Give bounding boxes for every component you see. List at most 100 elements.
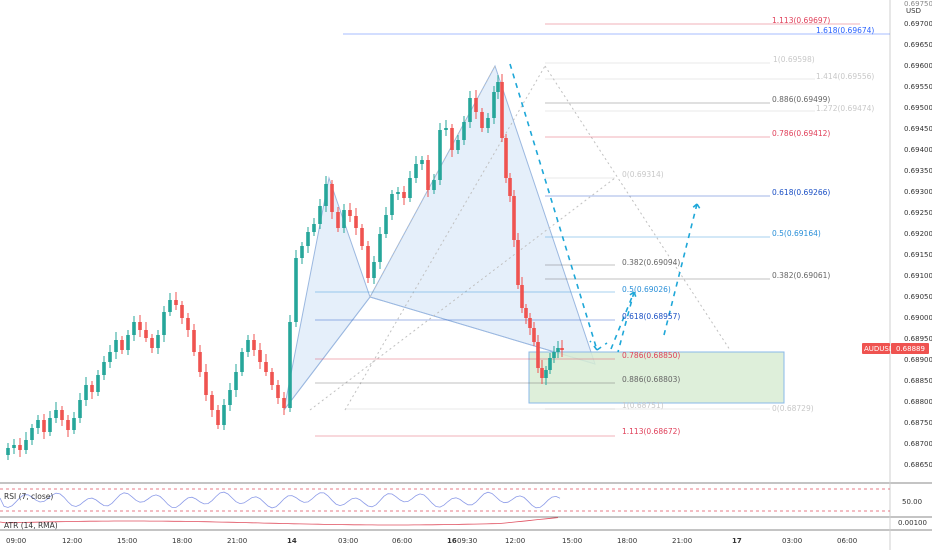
rsi-pane[interactable]: RSI (7, close) 50.00 <box>0 488 922 512</box>
fib-label-0-mid: 0(0.69314) <box>622 170 664 179</box>
price-tick: 0.69300 <box>904 188 932 196</box>
time-tick: 18:00 <box>172 537 192 545</box>
time-tick: 09:30 <box>457 537 477 545</box>
time-tick: 12:00 <box>505 537 525 545</box>
candle-body <box>66 420 70 430</box>
time-tick: 21:00 <box>672 537 692 545</box>
candle-body <box>372 262 376 278</box>
atr-pane[interactable]: ATR (14, RMA) 0.00100 <box>0 517 927 530</box>
candle-body <box>474 98 478 112</box>
candle-body <box>48 418 52 432</box>
fib-labels: 1.113(0.69697) 1.618(0.69674) 1(0.69598)… <box>622 16 874 436</box>
symbol-tag-bg <box>862 343 890 354</box>
fib-label-0618-right: 0.618(0.69266) <box>772 188 830 197</box>
candle-body <box>536 342 540 368</box>
time-tick: 03:00 <box>338 537 358 545</box>
rsi-line <box>0 491 561 509</box>
candle-body <box>528 318 532 328</box>
price-tag-bg <box>891 343 929 354</box>
candle-body <box>114 340 118 352</box>
time-tick: 09:00 <box>6 537 26 545</box>
projection-retrace <box>617 291 635 353</box>
atr-value: 0.00100 <box>898 519 927 527</box>
candle-body <box>192 330 196 352</box>
candle-body <box>390 194 394 215</box>
candle-body <box>336 212 340 228</box>
fib-label-0618-mid: 0.618(0.68957) <box>622 312 680 321</box>
fib-label-0-low: 0(0.68729) <box>772 404 814 413</box>
candle-body <box>548 358 552 370</box>
candle-body <box>294 258 298 322</box>
candle-body <box>462 122 466 140</box>
candle-body <box>288 322 292 408</box>
fib-label-05-mid: 0.5(0.69026) <box>622 285 671 294</box>
candle-body <box>300 246 304 258</box>
symbol-tag-text: AUDUSD <box>864 345 894 353</box>
fib-label-1272: 1.272(0.69474) <box>816 104 874 113</box>
fib-label-0786-top: 0.786(0.69412) <box>772 129 830 138</box>
time-tick: 15:00 <box>562 537 582 545</box>
candle-body <box>18 445 22 450</box>
price-tick: 0.69100 <box>904 272 932 280</box>
fib-label-05-right: 0.5(0.69164) <box>772 229 821 238</box>
time-tick: 15:00 <box>117 537 137 545</box>
candle-body <box>198 352 202 372</box>
candle-body <box>78 400 82 418</box>
candle-body <box>246 340 250 352</box>
projection-arrows[interactable] <box>509 63 703 353</box>
candle-body <box>324 184 328 206</box>
harmonic-leg-xb <box>283 296 371 411</box>
candle-body <box>360 228 364 246</box>
construction-line-1 <box>309 177 616 411</box>
candle-body <box>240 352 244 372</box>
candle-body <box>366 246 370 278</box>
candle-body <box>330 184 334 212</box>
projection-arrowhead-1b <box>589 340 598 351</box>
price-tick: 0.69550 <box>904 83 932 91</box>
candle-body <box>450 128 454 150</box>
candle-body <box>120 340 124 350</box>
candle-body <box>532 328 536 342</box>
time-axis[interactable]: 09:00 12:00 15:00 18:00 21:00 14 03:00 0… <box>6 537 857 545</box>
price-tick: 0.69200 <box>904 230 932 238</box>
candle-body <box>168 300 172 312</box>
time-tick: 18:00 <box>617 537 637 545</box>
fib-label-1414: 1.414(0.69556) <box>816 72 874 81</box>
price-axis[interactable]: 0.69750 USD 0.69700 0.69650 0.69600 0.69… <box>904 0 932 469</box>
fib-label-1113-top: 1.113(0.69697) <box>772 16 830 25</box>
last-price-tag[interactable]: AUDUSD 0.68889 <box>862 343 929 354</box>
price-tick: 0.69700 <box>904 20 932 28</box>
candle-body <box>12 445 16 448</box>
price-axis-top-label: 0.69750 <box>904 0 932 8</box>
candle-body <box>90 385 94 392</box>
construction-line-3 <box>544 65 731 351</box>
fib-label-1-low: 1(0.68751) <box>622 401 664 410</box>
candle-body <box>516 240 520 285</box>
price-tick: 0.69000 <box>904 314 932 322</box>
time-tick: 16 <box>447 537 457 545</box>
price-tag-text: 0.68889 <box>896 345 925 353</box>
atr-label: ATR (14, RMA) <box>4 521 58 530</box>
candle-body <box>150 338 154 348</box>
target-zone-box[interactable] <box>528 351 785 404</box>
candle-body <box>456 140 460 150</box>
candle-body <box>234 372 238 390</box>
candle-body <box>96 375 100 392</box>
candle-body <box>408 178 412 198</box>
fib-label-0786-mid: 0.786(0.68850) <box>622 351 680 360</box>
candle-body <box>500 82 504 138</box>
price-tick: 0.69500 <box>904 104 932 112</box>
fib-label-1113-low: 1.113(0.68672) <box>622 427 680 436</box>
price-tick: 0.68900 <box>904 356 932 364</box>
projection-up-leg-2 <box>663 203 698 336</box>
candle-body <box>126 335 130 350</box>
candle-body <box>6 448 10 455</box>
candle-body <box>552 352 556 358</box>
candle-body <box>504 138 508 178</box>
candle-body <box>508 178 512 196</box>
price-tick: 0.68750 <box>904 419 932 427</box>
price-tick: 0.69400 <box>904 146 932 154</box>
price-tick: 0.69150 <box>904 251 932 259</box>
candle-body <box>258 350 262 362</box>
